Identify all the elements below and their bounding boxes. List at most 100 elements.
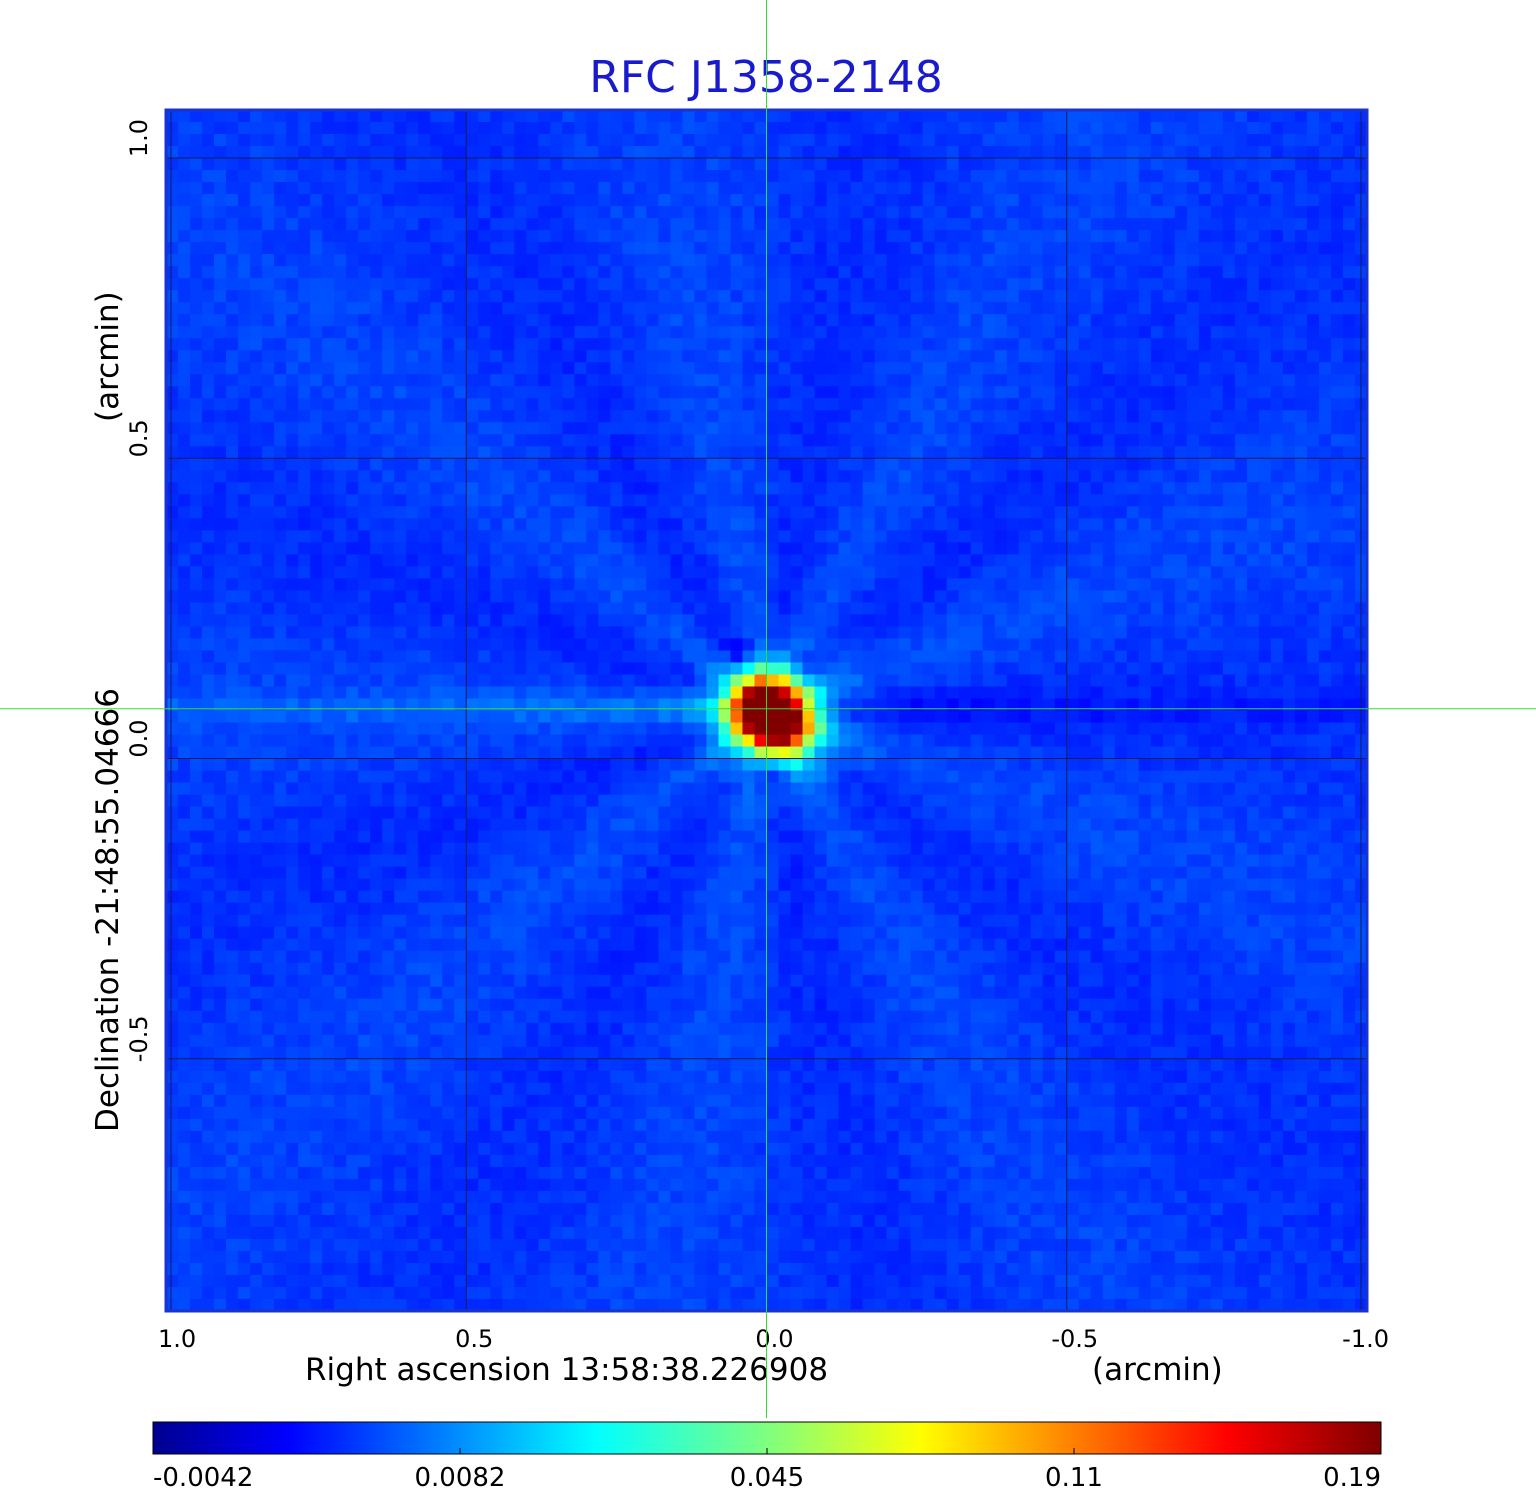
image-pixel	[1234, 134, 1248, 147]
image-pixel	[622, 458, 635, 471]
image-pixel	[958, 434, 972, 447]
image-pixel	[754, 614, 768, 628]
image-pixel	[754, 206, 768, 219]
image-pixel	[994, 566, 1008, 579]
image-pixel	[934, 254, 948, 267]
image-pixel	[166, 686, 179, 700]
image-pixel	[1222, 410, 1236, 423]
image-pixel	[958, 638, 972, 652]
image-pixel	[238, 458, 251, 471]
image-pixel	[802, 398, 816, 411]
image-pixel	[274, 566, 287, 579]
image-pixel	[1318, 122, 1332, 135]
image-pixel	[610, 134, 623, 147]
image-pixel	[934, 266, 948, 279]
image-pixel	[214, 410, 227, 423]
image-pixel	[250, 326, 263, 339]
image-pixel	[850, 134, 864, 147]
image-pixel	[382, 122, 395, 135]
image-pixel	[538, 302, 551, 315]
image-pixel	[178, 674, 191, 688]
image-pixel	[298, 146, 311, 159]
image-pixel	[658, 302, 672, 315]
image-pixel	[178, 158, 191, 171]
image-pixel	[190, 134, 203, 147]
image-pixel	[742, 422, 756, 435]
image-pixel	[970, 662, 984, 676]
image-pixel	[166, 122, 179, 135]
image-pixel	[1114, 410, 1128, 423]
image-pixel	[622, 530, 635, 543]
image-pixel	[1042, 326, 1056, 339]
image-pixel	[802, 458, 816, 471]
image-pixel	[1210, 590, 1224, 604]
image-pixel	[1102, 302, 1116, 315]
image-pixel	[514, 638, 527, 652]
image-pixel	[730, 194, 744, 207]
image-pixel	[658, 146, 672, 159]
image-pixel	[430, 302, 443, 315]
image-pixel	[382, 554, 395, 567]
image-pixel	[286, 446, 299, 459]
image-pixel	[1126, 158, 1140, 171]
image-pixel	[778, 242, 792, 255]
image-pixel	[1102, 266, 1116, 279]
image-pixel	[238, 278, 251, 291]
image-pixel	[802, 626, 816, 640]
image-pixel	[1066, 326, 1080, 339]
image-pixel	[826, 458, 840, 471]
image-pixel	[1318, 326, 1332, 339]
image-pixel	[982, 290, 996, 303]
image-pixel	[562, 602, 575, 616]
image-pixel	[1150, 434, 1164, 447]
image-pixel	[1018, 314, 1032, 327]
image-pixel	[622, 374, 635, 387]
image-pixel	[766, 338, 780, 351]
image-pixel	[1282, 482, 1296, 495]
image-pixel	[1258, 350, 1272, 363]
image-pixel	[610, 362, 623, 375]
image-pixel	[370, 554, 383, 567]
image-pixel	[1066, 506, 1080, 519]
image-pixel	[586, 314, 599, 327]
image-pixel	[610, 350, 623, 363]
image-pixel	[922, 578, 936, 591]
image-pixel	[1162, 530, 1176, 543]
image-pixel	[298, 230, 311, 243]
image-pixel	[646, 158, 660, 171]
image-pixel	[370, 506, 383, 519]
image-pixel	[850, 422, 864, 435]
image-pixel	[694, 206, 708, 219]
image-pixel	[1162, 278, 1176, 291]
image-pixel	[970, 314, 984, 327]
image-pixel	[826, 206, 840, 219]
image-pixel	[214, 578, 227, 591]
image-pixel	[1174, 230, 1188, 243]
image-pixel	[898, 482, 912, 495]
image-pixel	[706, 134, 720, 147]
image-pixel	[802, 266, 816, 279]
image-pixel	[358, 170, 371, 183]
image-pixel	[1222, 530, 1236, 543]
image-pixel	[1126, 698, 1140, 712]
image-pixel	[1150, 542, 1164, 555]
image-pixel	[898, 506, 912, 519]
image-pixel	[982, 506, 996, 519]
image-pixel	[442, 194, 455, 207]
image-pixel	[1198, 182, 1212, 195]
image-pixel	[1270, 266, 1284, 279]
image-pixel	[214, 146, 227, 159]
image-pixel	[418, 422, 431, 435]
image-pixel	[778, 134, 792, 147]
image-pixel	[1042, 314, 1056, 327]
image-pixel	[1150, 446, 1164, 459]
image-pixel	[322, 134, 335, 147]
image-pixel	[910, 698, 924, 712]
image-pixel	[286, 638, 299, 652]
image-pixel	[1198, 590, 1212, 604]
image-pixel	[598, 122, 611, 135]
image-pixel	[574, 446, 587, 459]
image-pixel	[238, 422, 251, 435]
image-pixel	[226, 314, 239, 327]
image-pixel	[322, 674, 335, 688]
